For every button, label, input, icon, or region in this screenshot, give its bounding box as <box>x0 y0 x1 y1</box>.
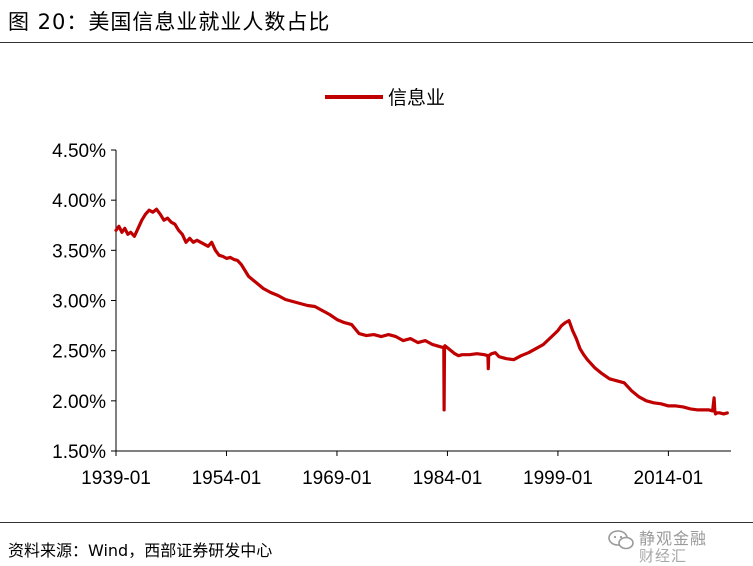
title-divider <box>0 42 753 43</box>
x-tick-label: 1984-01 <box>413 468 483 489</box>
x-tick-label: 1954-01 <box>192 468 262 489</box>
series-layer <box>114 207 729 416</box>
y-tick-label: 3.50% <box>52 241 106 262</box>
series-line <box>114 207 729 416</box>
watermark: 静观金融 财经汇 <box>607 523 747 565</box>
y-tick-label: 4.00% <box>52 191 106 212</box>
x-tick-label: 1999-01 <box>523 468 593 489</box>
source-note: 资料来源：Wind，西部证券研发中心 <box>8 541 273 560</box>
y-tick-label: 2.00% <box>52 392 106 413</box>
x-tick-label: 1969-01 <box>302 468 372 489</box>
y-tick-label: 3.00% <box>52 292 106 313</box>
y-tick-label: 4.50% <box>52 141 106 162</box>
y-axis: 1.50% 2.00% 2.50% 3.00% 3.50% 4.00% 4.50% <box>52 141 117 463</box>
figure-title: 图 20：美国信息业就业人数占比 <box>8 10 331 34</box>
legend: 信息业 <box>325 87 445 109</box>
x-tick-label: 2014-01 <box>634 468 704 489</box>
line-chart: 信息业 1.50%2.00%2.50%3.00%3.50%4.00%4.50% … <box>52 87 731 489</box>
footer-divider <box>0 522 753 523</box>
x-axis: 1939-01 1954-01 1969-01 1984-01 1999-01 2014-… <box>81 450 731 489</box>
watermark-line2: 财经汇 <box>639 547 688 565</box>
legend-label: 信息业 <box>388 87 445 109</box>
y-tick-label: 1.50% <box>52 442 106 463</box>
watermark-line1: 静观金融 <box>639 529 708 548</box>
y-tick-label: 2.50% <box>52 342 106 363</box>
wechat-icon <box>608 530 634 550</box>
x-tick-label: 1939-01 <box>81 468 151 489</box>
